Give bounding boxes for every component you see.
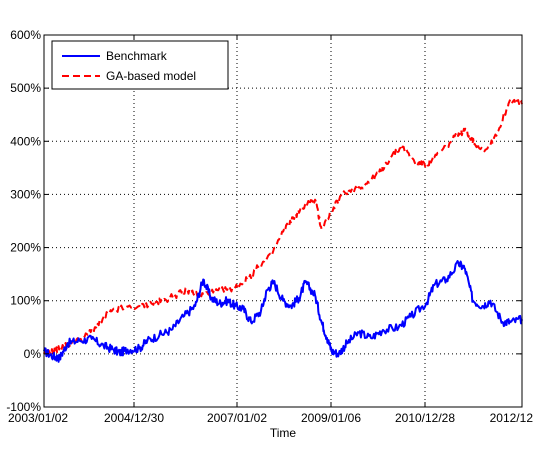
x-tick-label: 2003/01/02 (8, 411, 68, 425)
y-tick-label: -100% (6, 400, 41, 414)
y-tick-label: 0% (24, 347, 42, 361)
x-tick-label: 2007/01/02 (207, 411, 267, 425)
x-tick-label: 2004/12/30 (104, 411, 164, 425)
x-tick-label: 2012/12 (490, 411, 534, 425)
y-tick-label: 400% (10, 134, 41, 148)
series-line-ga-based-model (43, 97, 523, 356)
axis-ticks: -100% 0% 100% 200% 300% 400% 500% 600% 2003/01/0… (6, 28, 533, 425)
x-tick-label: 2010/12/28 (395, 411, 455, 425)
plot-frame (43, 34, 523, 408)
x-axis-title: Time (270, 426, 297, 440)
plot-series (43, 97, 523, 363)
y-tick-label: 600% (10, 28, 41, 42)
y-tick-label: 300% (10, 187, 41, 201)
legend-label-benchmark: Benchmark (106, 49, 168, 63)
legend-label-ga-based-model: GA-based model (106, 69, 196, 83)
series-line-benchmark (43, 260, 523, 363)
x-tick-label: 2009/01/06 (301, 411, 361, 425)
y-tick-label: 500% (10, 81, 41, 95)
legend-box (51, 40, 229, 90)
y-tick-label: 100% (10, 294, 41, 308)
y-tick-label: 200% (10, 241, 41, 255)
legend: Benchmark GA-based model (51, 40, 229, 90)
